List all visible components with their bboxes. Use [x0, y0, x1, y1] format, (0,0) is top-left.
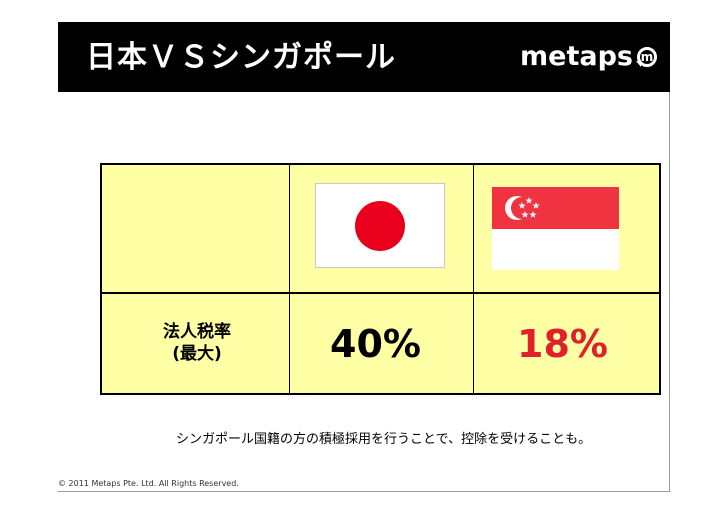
tax-rate-row: 法人税率 (最大) 40% 18%	[102, 294, 659, 393]
comparison-table: 法人税率 (最大) 40% 18%	[100, 163, 661, 395]
tax-label-cell: 法人税率 (最大)	[102, 294, 290, 393]
singapore-tax-value: 18%	[517, 322, 608, 366]
japan-tax-value: 40%	[330, 322, 421, 366]
empty-header-cell	[102, 165, 290, 292]
logo-text: metaps	[520, 41, 633, 72]
page-title: 日本ＶＳシンガポール	[86, 40, 396, 75]
slide-frame	[58, 22, 670, 492]
japan-value-cell: 40%	[290, 294, 474, 393]
japan-flag-cell	[290, 165, 474, 292]
tax-label-line1: 法人税率	[163, 322, 231, 342]
logo-mark-icon: m	[635, 47, 657, 67]
singapore-flag-icon	[492, 187, 619, 270]
singapore-value-cell: 18%	[474, 294, 659, 393]
flags-row	[102, 165, 659, 294]
footnote-text: シンガポール国籍の方の積極採用を行うことで、控除を受けることも。	[176, 432, 592, 447]
tax-label: 法人税率 (最大)	[154, 321, 240, 365]
tax-label-line2: (最大)	[172, 344, 222, 364]
header-bar: 日本ＶＳシンガポール metaps m	[58, 22, 670, 92]
metaps-logo: metaps m	[520, 42, 657, 72]
japan-flag-icon	[315, 183, 445, 268]
singapore-flag-cell	[474, 165, 659, 292]
copyright-text: © 2011 Metaps Pte. Ltd. All Rights Reser…	[58, 479, 239, 488]
